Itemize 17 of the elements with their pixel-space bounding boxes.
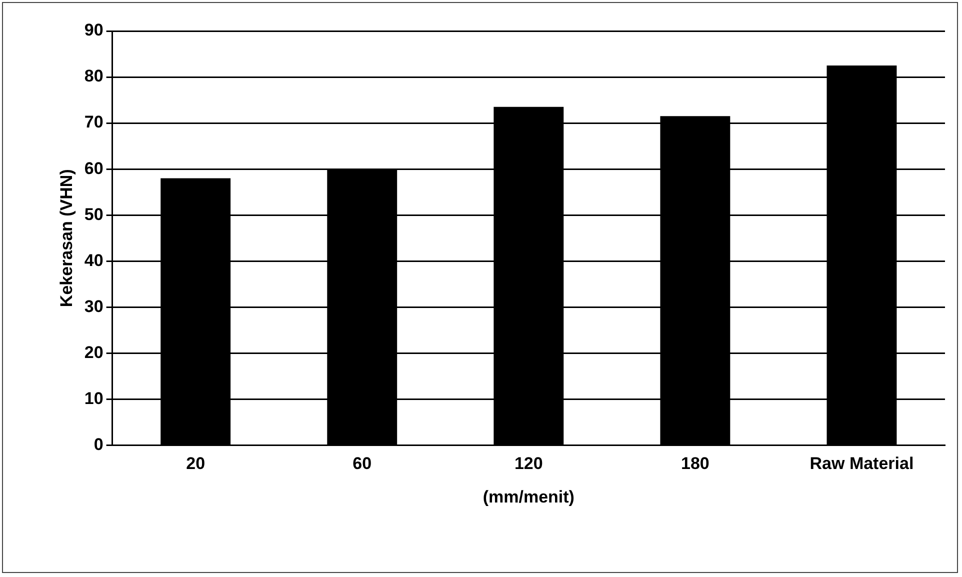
- y-tick-label: 60: [84, 158, 104, 178]
- x-tick-label: 60: [352, 454, 372, 474]
- y-tick-label: 10: [84, 388, 104, 408]
- y-tick-label: 80: [84, 66, 104, 86]
- x-tick-label: 120: [514, 454, 543, 474]
- y-axis-title: Kekerasan (VHN): [56, 169, 76, 308]
- y-tick-label: 20: [84, 342, 104, 362]
- y-tick-label: 30: [84, 296, 104, 316]
- y-tick-label: 0: [94, 434, 104, 454]
- x-tick-label: Raw Material: [810, 454, 914, 474]
- y-tick-label: 90: [84, 20, 104, 40]
- x-tick-label: 20: [186, 454, 206, 474]
- x-axis-title: (mm/menit): [482, 487, 574, 506]
- y-tick-label: 40: [84, 250, 104, 270]
- y-tick-label: 70: [84, 112, 104, 132]
- x-tick-label: 180: [681, 454, 710, 474]
- y-tick-label: 50: [84, 204, 104, 224]
